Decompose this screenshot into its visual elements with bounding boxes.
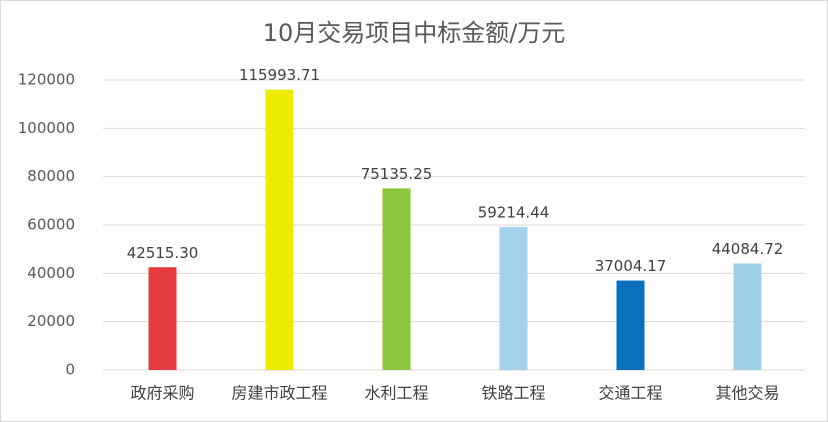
y-tick-label: 40000 <box>27 264 75 282</box>
x-tick-label: 政府采购 <box>130 384 194 403</box>
y-tick-label: 0 <box>65 361 75 379</box>
value-label: 75135.25 <box>361 165 433 183</box>
value-label: 42515.30 <box>127 244 199 262</box>
value-label: 115993.71 <box>239 66 320 84</box>
x-tick-label: 房建市政工程 <box>231 384 327 403</box>
x-tick-label: 水利工程 <box>364 384 428 403</box>
bar <box>382 188 411 370</box>
y-tick-label: 120000 <box>18 71 75 89</box>
value-label: 37004.17 <box>595 257 667 275</box>
value-label: 59214.44 <box>478 203 550 221</box>
x-tick-label: 交通工程 <box>598 384 662 403</box>
bar <box>499 226 528 370</box>
bar <box>148 267 177 370</box>
bar <box>616 280 645 370</box>
y-tick-label: 80000 <box>27 167 75 185</box>
chart-title: 10月交易项目中标金额/万元 <box>263 19 566 47</box>
bar <box>265 89 294 370</box>
y-tick-label: 20000 <box>27 312 75 330</box>
x-tick-label: 其他交易 <box>715 384 779 403</box>
y-tick-label: 60000 <box>27 216 75 234</box>
bar <box>733 263 762 370</box>
y-tick-label: 100000 <box>18 119 75 137</box>
x-tick-label: 铁路工程 <box>481 384 545 403</box>
value-label: 44084.72 <box>712 240 784 258</box>
